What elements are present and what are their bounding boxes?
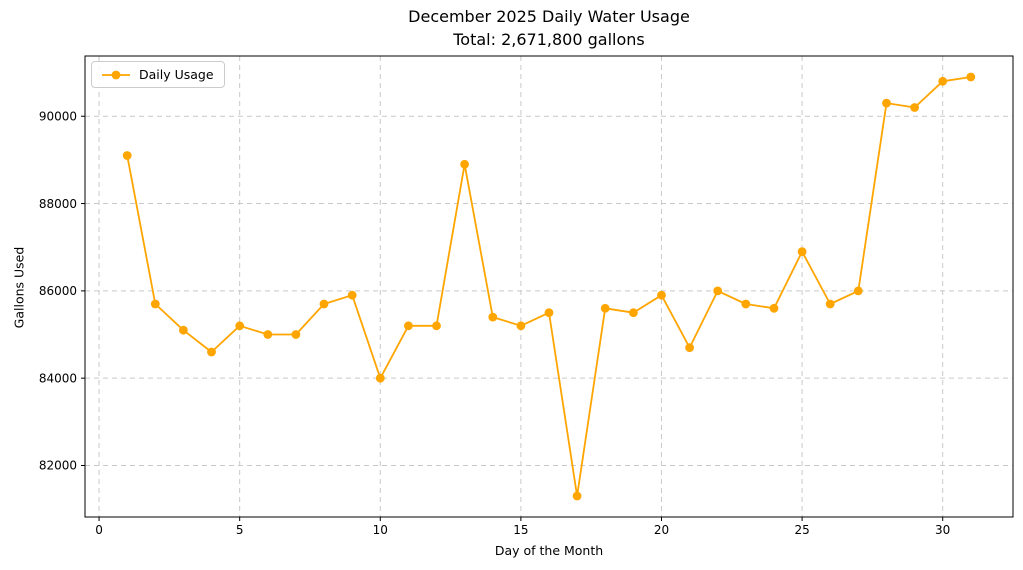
- data-point: [713, 286, 723, 296]
- data-point: [488, 312, 498, 322]
- data-point: [629, 308, 638, 318]
- data-point: [685, 343, 694, 352]
- data-point: [882, 98, 891, 108]
- data-point: [853, 286, 863, 296]
- legend-label: Daily Usage: [139, 67, 214, 82]
- x-tick-label: 10: [373, 523, 388, 537]
- data-point: [741, 299, 751, 309]
- y-tick-label: 90000: [39, 109, 77, 123]
- data-point: [179, 325, 188, 335]
- y-tick-label: 86000: [39, 284, 77, 298]
- data-point: [347, 290, 357, 300]
- x-tick-label: 20: [654, 523, 669, 537]
- data-point: [263, 330, 273, 339]
- data-point: [657, 290, 666, 300]
- x-tick-label: 0: [95, 523, 103, 537]
- plot-border: [84, 55, 1014, 518]
- data-point: [544, 308, 554, 318]
- x-tick-label: 15: [513, 523, 528, 537]
- chart-title: December 2025 Daily Water Usage: [408, 7, 690, 26]
- data-point: [572, 491, 582, 501]
- data-point: [910, 103, 919, 112]
- data-point: [600, 303, 610, 313]
- data-point: [319, 299, 329, 309]
- x-axis-label: Day of the Month: [494, 543, 604, 558]
- data-point: [825, 299, 835, 309]
- data-point: [516, 321, 526, 331]
- data-point: [404, 321, 413, 331]
- data-point: [375, 373, 385, 383]
- legend-marker-icon: [111, 70, 121, 79]
- data-point: [966, 72, 976, 82]
- data-line: [126, 76, 971, 497]
- y-tick-label: 82000: [39, 459, 77, 473]
- y-tick-label: 84000: [39, 371, 77, 385]
- data-point: [235, 321, 245, 331]
- y-axis-label: Gallons Used: [11, 246, 27, 329]
- data-point: [460, 159, 469, 169]
- data-point: [291, 330, 301, 339]
- data-point: [797, 247, 807, 256]
- x-tick-label: 5: [236, 523, 244, 537]
- y-tick-label: 88000: [39, 197, 77, 211]
- x-tick-label: 30: [935, 523, 950, 537]
- chart-title-block: December 2025 Daily Water Usage Total: 2…: [85, 6, 1013, 51]
- data-point: [769, 303, 779, 313]
- data-point: [150, 299, 160, 309]
- legend-line-sample: [102, 70, 130, 79]
- data-point: [432, 321, 441, 331]
- data-point: [207, 347, 216, 357]
- legend: Daily Usage: [91, 61, 225, 88]
- data-point: [938, 76, 948, 86]
- chart-subtitle: Total: 2,671,800 gallons: [453, 29, 645, 49]
- data-point: [122, 151, 132, 160]
- x-tick-label: 25: [794, 523, 809, 537]
